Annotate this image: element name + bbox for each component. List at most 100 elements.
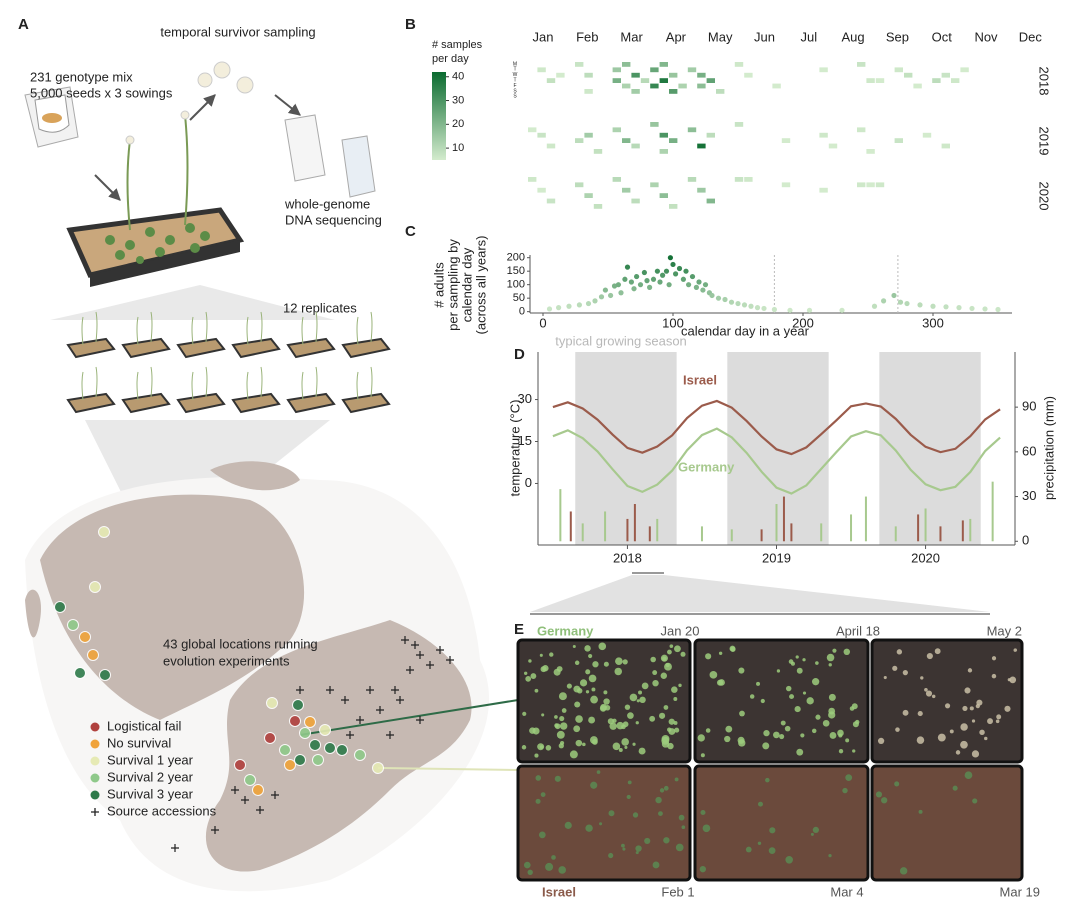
accession-cross [326, 686, 334, 694]
seedling [540, 666, 547, 673]
scatter-point [771, 306, 778, 313]
seedling [718, 651, 723, 655]
heat-cell [575, 62, 584, 67]
y2-tick-label: 30 [1022, 488, 1036, 503]
seedling [697, 734, 705, 742]
date-label: Feb 1 [661, 884, 694, 899]
seedling [1009, 676, 1017, 684]
seedling [806, 697, 814, 705]
heat-cell [828, 143, 838, 149]
scatter-point [624, 264, 631, 270]
precip-bar [790, 523, 793, 542]
accession-cross [366, 686, 374, 694]
mini-plant [356, 311, 373, 346]
heat-cell [650, 122, 659, 127]
precip-bar [569, 511, 572, 542]
map-marker [304, 716, 316, 728]
seedling [540, 792, 546, 798]
seedling [644, 837, 651, 845]
mini-plant [81, 366, 98, 401]
month-label: Aug [842, 29, 865, 44]
seedling [937, 733, 946, 742]
accession-cross [376, 706, 384, 714]
seedling [700, 753, 705, 758]
y-tick-label: 50 [513, 292, 525, 304]
scatter-point [637, 282, 644, 288]
seedling [534, 688, 539, 693]
seedling [635, 851, 639, 855]
seedling [812, 826, 819, 834]
seedling [629, 693, 638, 702]
heat-cell [669, 138, 678, 143]
mini-tray [341, 392, 391, 414]
seedling [845, 774, 853, 782]
seedling [591, 739, 598, 745]
scatter-point [611, 283, 618, 289]
mini-plant [246, 366, 263, 401]
mini-plant [136, 366, 153, 401]
legend-marker [91, 808, 99, 816]
mix-label: 231 genotype mix [30, 69, 133, 84]
x-axis-label: calendar day in a year [681, 323, 810, 338]
seedling [573, 725, 581, 733]
heat-cell [819, 67, 828, 73]
scatter-point [715, 295, 722, 301]
heat-cell [875, 182, 885, 188]
map-marker [319, 724, 331, 736]
accession-cross [446, 656, 454, 664]
map-marker [279, 744, 291, 756]
scatter-point [598, 294, 605, 300]
legend-label: Survival 1 year [107, 752, 194, 767]
y-axis-label: per sampling by [445, 239, 460, 331]
heat-cell [744, 177, 753, 182]
seedling [877, 737, 885, 745]
seedling [739, 710, 745, 717]
seedling [638, 690, 643, 695]
mini-plant [356, 366, 373, 401]
precip-bar [656, 518, 659, 542]
scatter-point [891, 292, 897, 299]
mini-tray [231, 392, 281, 414]
heat-cell [932, 78, 941, 83]
temp-line [552, 427, 1001, 495]
seedling [763, 729, 770, 737]
seedling [852, 749, 856, 753]
seedling [785, 855, 793, 864]
seedling [776, 669, 781, 673]
y2-axis-label: precipitation (mm) [1041, 396, 1056, 500]
seedling [729, 645, 736, 652]
seedling [785, 685, 792, 692]
precip-bar [864, 496, 867, 542]
date-label: April 18 [836, 623, 880, 638]
seedling [674, 645, 681, 653]
heat-cell [593, 149, 603, 154]
seedling [757, 841, 762, 846]
precip-bar [604, 511, 607, 542]
seedling [641, 682, 649, 690]
seedling [960, 740, 968, 749]
heat-cell [687, 127, 697, 133]
seedling [621, 843, 625, 848]
heat-cell [866, 182, 875, 188]
seedling [949, 729, 954, 734]
heat-cell [744, 72, 753, 78]
scatter-point [881, 298, 887, 304]
seedling [615, 657, 623, 665]
heat-cell [640, 78, 650, 83]
mini-tray [176, 337, 226, 359]
seedling [659, 788, 665, 793]
precip-bar [633, 504, 636, 542]
y-tick-label: 150 [507, 265, 525, 277]
seedling [926, 652, 933, 660]
site-label: Israel [542, 884, 576, 899]
seedling [971, 719, 976, 723]
seedling [638, 747, 646, 755]
seedling [681, 825, 686, 830]
heat-cell [697, 83, 706, 89]
seedling [779, 733, 785, 740]
date-label: Jan 20 [660, 623, 699, 638]
seedling [564, 821, 572, 829]
seedling [559, 715, 565, 722]
accession-cross [426, 661, 434, 669]
